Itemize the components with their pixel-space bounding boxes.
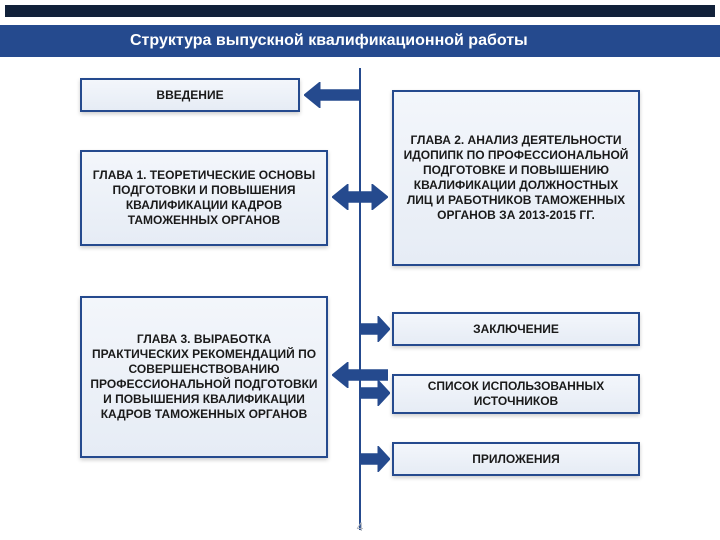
top-strip	[5, 5, 715, 17]
box-appendices: ПРИЛОЖЕНИЯ	[392, 442, 640, 476]
header-bar: Структура выпускной квалификационной раб…	[0, 25, 720, 57]
box-chapter-1: ГЛАВА 1. ТЕОРЕТИЧЕСКИЕ ОСНОВЫ ПОДГОТОВКИ…	[80, 150, 328, 246]
box-intro: ВВЕДЕНИЕ	[80, 78, 300, 112]
box-chapter-2: ГЛАВА 2. АНАЛИЗ ДЕЯТЕЛЬНОСТИ ИДОПИПК ПО …	[392, 90, 640, 266]
box-conclusion: ЗАКЛЮЧЕНИЕ	[392, 312, 640, 346]
arrow-ch1-icon	[332, 184, 388, 210]
box-bibliography: СПИСОК ИСПОЛЬЗОВАННЫХ ИСТОЧНИКОВ	[392, 374, 640, 414]
box-chapter-3: ГЛАВА 3. ВЫРАБОТКА ПРАКТИЧЕСКИХ РЕКОМЕНД…	[80, 296, 328, 458]
arrow-concl-icon	[360, 316, 390, 342]
arrow-intro-icon	[304, 82, 360, 108]
page-title: Структура выпускной квалификационной раб…	[130, 32, 528, 50]
arrow-biblio-icon	[360, 380, 390, 406]
arrow-appx-icon	[360, 446, 390, 472]
page-number: 4	[357, 520, 364, 534]
